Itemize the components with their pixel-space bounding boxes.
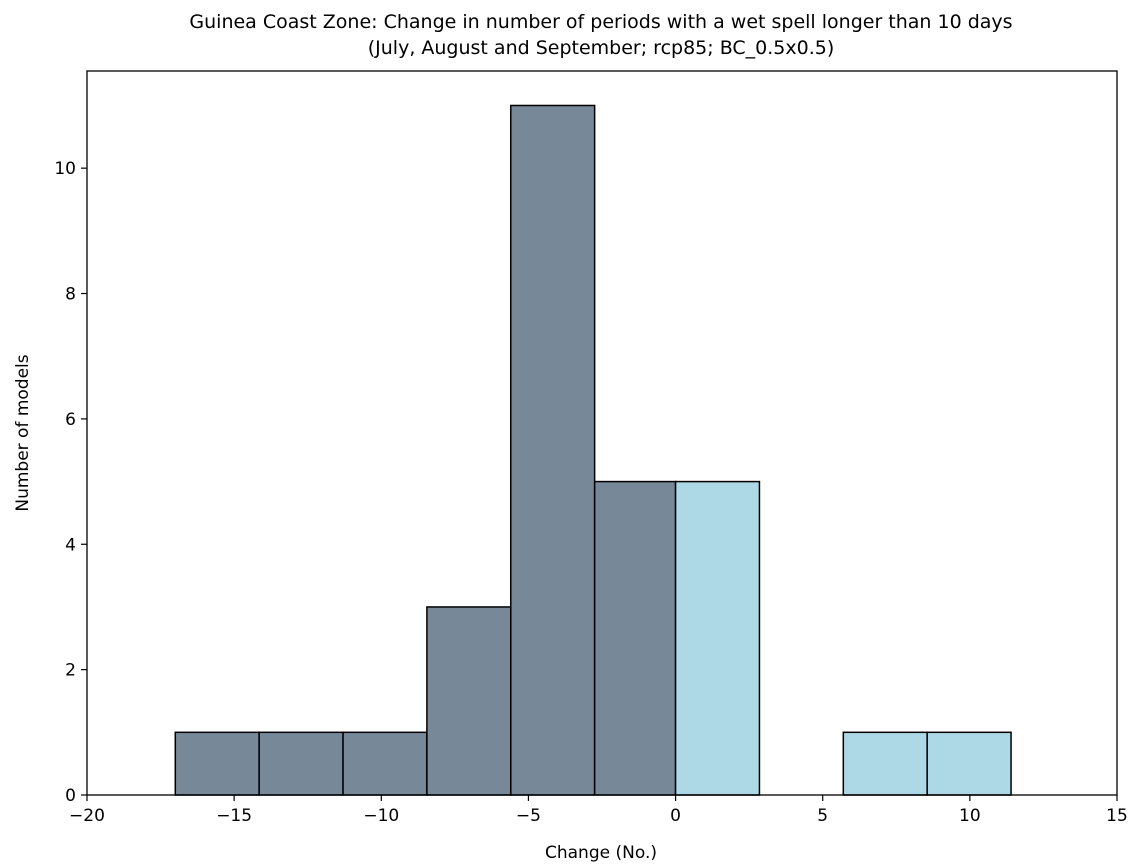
y-tick-label: 10 <box>54 159 76 179</box>
x-tick-label: 10 <box>959 806 981 826</box>
x-tick-label: −15 <box>216 806 252 826</box>
histogram-bar <box>842 731 928 796</box>
y-axis-label: Number of models <box>13 354 33 511</box>
histogram-bar <box>426 606 512 796</box>
plot-area-frame <box>86 70 1118 796</box>
y-tick-label: 6 <box>65 410 76 430</box>
y-tick-label: 4 <box>65 535 76 555</box>
x-axis-label: Change (No.) <box>545 843 657 863</box>
histogram-bar <box>510 104 596 796</box>
x-axis-ticks: −20 −15 −10 −5 0 5 10 15 <box>69 795 1128 826</box>
bars-group <box>174 104 1012 796</box>
x-tick-label: 0 <box>670 806 681 826</box>
chart-title: Guinea Coast Zone: Change in number of p… <box>189 11 1012 33</box>
x-tick-label: −20 <box>69 806 105 826</box>
histogram-bar <box>674 480 761 796</box>
chart-subtitle: (July, August and September; rcp85; BC_0… <box>368 37 835 59</box>
histogram-bar <box>174 731 260 796</box>
histogram-bar <box>926 731 1012 796</box>
x-tick-label: −5 <box>516 806 541 826</box>
histogram-bar <box>342 731 428 796</box>
x-tick-label: 15 <box>1106 806 1128 826</box>
y-axis-ticks: 0 2 4 6 8 10 <box>54 159 87 806</box>
x-tick-label: 5 <box>817 806 828 826</box>
histogram-bar <box>258 731 344 796</box>
y-tick-label: 8 <box>65 285 76 305</box>
y-tick-label: 2 <box>65 661 76 681</box>
histogram-bar <box>593 480 677 796</box>
y-tick-label: 0 <box>65 786 76 806</box>
x-tick-label: −10 <box>363 806 399 826</box>
